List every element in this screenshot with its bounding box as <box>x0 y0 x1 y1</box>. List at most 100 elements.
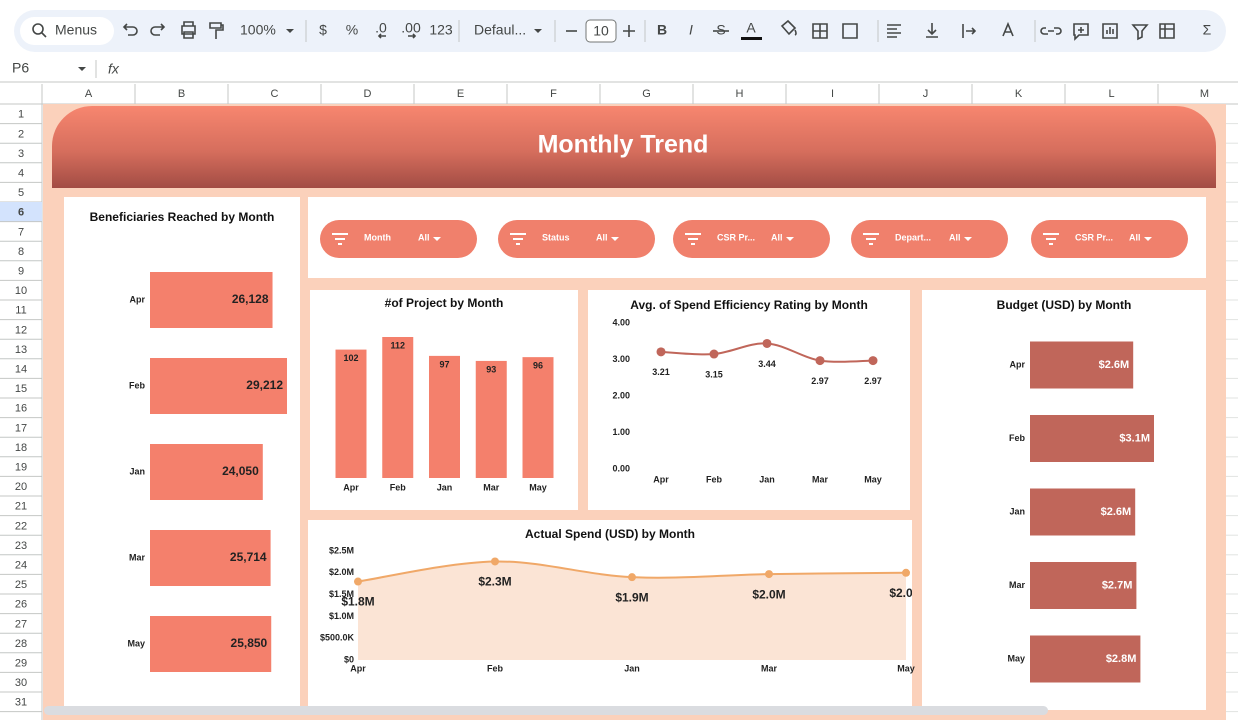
row-header[interactable]: 14 <box>15 364 27 376</box>
filter-button[interactable] <box>1131 24 1149 41</box>
row-header[interactable]: 10 <box>15 285 27 297</box>
undo-button[interactable] <box>122 23 138 36</box>
search-label[interactable]: Menus <box>55 22 97 38</box>
text-color-button[interactable]: A <box>746 20 756 36</box>
row-header[interactable]: 7 <box>18 226 24 238</box>
row-header[interactable]: 8 <box>18 246 24 258</box>
text-wrap-button[interactable] <box>962 24 977 38</box>
row-header[interactable]: 4 <box>18 168 24 180</box>
row-header[interactable]: 3 <box>18 148 24 160</box>
row-header[interactable]: 20 <box>15 481 27 493</box>
increase-decimal[interactable]: .00 <box>401 20 421 36</box>
slicer[interactable] <box>851 220 1008 258</box>
link-button[interactable] <box>1040 27 1062 35</box>
comment-button[interactable] <box>1073 23 1089 41</box>
row-header[interactable]: 9 <box>18 266 24 278</box>
chart-button[interactable] <box>1102 23 1118 39</box>
italic-button[interactable]: I <box>689 22 693 38</box>
row-header[interactable]: 28 <box>15 638 27 650</box>
fill-color-button[interactable] <box>780 19 797 36</box>
slicer-value[interactable]: All <box>418 232 430 242</box>
redo-button[interactable] <box>150 23 166 36</box>
decrease-decimal[interactable]: .0 <box>375 20 387 36</box>
horizontal-scrollbar[interactable] <box>44 706 1048 715</box>
borders-button[interactable] <box>812 23 828 39</box>
slicer-value[interactable]: All <box>771 232 783 242</box>
column-header[interactable]: B <box>178 88 185 100</box>
row-header[interactable]: 25 <box>15 579 27 591</box>
row-header[interactable]: 17 <box>15 422 27 434</box>
merge-button[interactable] <box>842 23 858 39</box>
row-header[interactable]: 15 <box>15 383 27 395</box>
row-header[interactable]: 22 <box>15 520 27 532</box>
row-header[interactable]: 2 <box>18 128 24 140</box>
column-header[interactable]: I <box>831 88 834 100</box>
slicer-value[interactable]: All <box>596 232 608 242</box>
percent-format[interactable]: % <box>346 22 358 38</box>
column-header[interactable]: D <box>364 88 372 100</box>
row-header[interactable]: 16 <box>15 403 27 415</box>
row-header[interactable]: 5 <box>18 187 24 199</box>
slicer[interactable] <box>673 220 830 258</box>
table-button[interactable] <box>1159 23 1175 39</box>
row-header[interactable]: 11 <box>15 305 26 317</box>
slicer-label[interactable]: CSR Pr... <box>1075 232 1113 242</box>
row-header[interactable]: 21 <box>15 501 27 513</box>
y-tick-label: 4.00 <box>612 317 630 327</box>
row-header[interactable]: 24 <box>15 560 27 572</box>
row-header[interactable]: 27 <box>15 618 27 630</box>
search-menus[interactable] <box>20 17 114 45</box>
row-header[interactable]: 13 <box>15 344 27 356</box>
row-header[interactable]: 18 <box>15 442 27 454</box>
slicer[interactable] <box>498 220 655 258</box>
column-header[interactable]: G <box>642 88 651 100</box>
row-header[interactable]: 23 <box>15 540 27 552</box>
slicer-value[interactable]: All <box>1129 232 1141 242</box>
value-label: 102 <box>343 353 358 363</box>
align-button[interactable] <box>887 24 901 38</box>
font-size[interactable]: 10 <box>593 23 609 39</box>
number-format[interactable]: 123 <box>429 22 453 38</box>
column-header[interactable]: J <box>923 88 929 100</box>
text-rotation-button[interactable] <box>1002 21 1014 37</box>
bold-button[interactable]: B <box>657 22 667 38</box>
slicer-label[interactable]: CSR Pr... <box>717 232 755 242</box>
row-header[interactable]: 12 <box>15 324 27 336</box>
slicer[interactable] <box>1031 220 1188 258</box>
slicer-label[interactable]: Status <box>542 232 570 242</box>
font-family[interactable]: Defaul... <box>474 22 526 38</box>
name-box[interactable]: P6 <box>12 60 29 76</box>
print-button[interactable] <box>181 21 196 39</box>
slicer-label[interactable]: Depart... <box>895 232 931 242</box>
slicer[interactable] <box>320 220 477 258</box>
row-header[interactable]: 19 <box>15 462 27 474</box>
slicer-label[interactable]: Month <box>364 232 391 242</box>
column-header[interactable]: A <box>85 88 93 100</box>
y-tick-label: $1.5M <box>329 589 354 599</box>
column-header[interactable]: E <box>457 88 464 100</box>
chart: Budget (USD) by Month Apr $2.6M Feb $3.1M Jan… <box>922 290 1206 710</box>
chart-title: #of Project by Month <box>385 296 504 310</box>
row-header[interactable]: 30 <box>15 677 27 689</box>
vertical-align-button[interactable] <box>926 23 938 38</box>
column-header[interactable]: H <box>736 88 744 100</box>
row-header[interactable]: 6 <box>18 207 24 219</box>
row-header[interactable]: 1 <box>18 109 24 121</box>
column-header[interactable]: M <box>1200 88 1209 100</box>
slicer-value[interactable]: All <box>949 232 961 242</box>
row-header[interactable]: 26 <box>15 599 27 611</box>
column-header[interactable]: C <box>271 88 279 100</box>
currency-format[interactable]: $ <box>319 22 327 38</box>
column-header[interactable]: F <box>550 88 557 100</box>
functions-button[interactable]: Σ <box>1203 22 1212 38</box>
row-header[interactable]: 31 <box>15 697 27 709</box>
category-label: Mar <box>761 663 778 673</box>
row-header[interactable]: 29 <box>15 658 27 670</box>
paint-format-button[interactable] <box>209 22 224 39</box>
strikethrough-button[interactable]: S <box>716 22 725 38</box>
column-header[interactable]: K <box>1015 88 1023 100</box>
column-header[interactable]: L <box>1108 88 1114 100</box>
zoom[interactable]: 100% <box>240 22 276 38</box>
font-size-box[interactable] <box>585 19 617 43</box>
font-size-increase[interactable] <box>623 25 635 37</box>
